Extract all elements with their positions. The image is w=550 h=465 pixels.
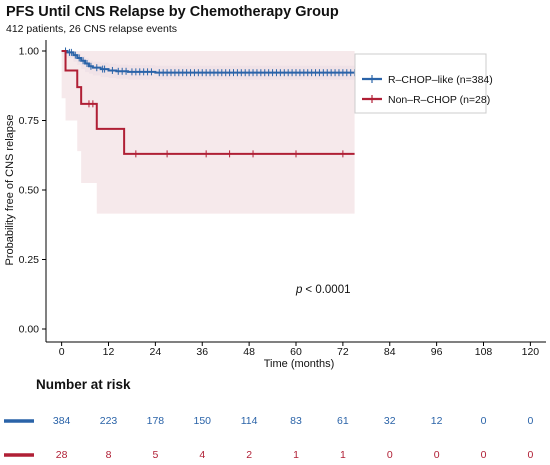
x-tick-label: 0 <box>59 346 65 358</box>
ci-band-1 <box>61 51 355 214</box>
x-tick-label: 72 <box>337 346 349 358</box>
p-value-text: < 0.0001 <box>305 284 350 296</box>
x-tick-label: 60 <box>290 346 302 358</box>
x-tick-label: 96 <box>431 346 443 358</box>
plot-area: 0.00 0.25 0.50 0.75 1.00 0 12 24 36 48 60 72 84 96 108… <box>19 40 546 358</box>
risk-count: 5 <box>152 449 158 461</box>
risk-count: 178 <box>147 415 165 427</box>
risk-count: 223 <box>100 415 118 427</box>
risk-count: 1 <box>293 449 299 461</box>
y-tick-label: 0.25 <box>19 254 40 266</box>
y-tick-label: 0.75 <box>19 115 40 127</box>
risk-count: 61 <box>337 415 349 427</box>
chart-title: PFS Until CNS Relapse by Chemotherapy Gr… <box>6 4 339 20</box>
risk-count: 8 <box>106 449 112 461</box>
x-axis-label: Time (months) <box>264 358 335 370</box>
censor-marks-1 <box>88 100 344 158</box>
km-curve-1 <box>61 50 355 155</box>
risk-count: 150 <box>193 415 211 427</box>
chart-subtitle: 412 patients, 26 CNS relapse events <box>6 23 177 35</box>
risk-count: 0 <box>481 415 487 427</box>
legend-label-non-r-chop: Non–R–CHOP (n=28) <box>388 94 490 106</box>
y-axis-label: Probability free of CNS relapse <box>4 114 16 265</box>
legend-box <box>354 53 487 114</box>
x-tick-label: 84 <box>384 346 396 358</box>
risk-count: 28 <box>56 449 68 461</box>
x-tick-label: 48 <box>243 346 255 358</box>
risk-count: 12 <box>431 415 443 427</box>
censor-marks-0 <box>65 47 356 77</box>
x-tick-label: 36 <box>196 346 208 358</box>
legend: R–CHOP–like (n=384) Non–R–CHOP (n=28) <box>354 53 493 114</box>
risk-table-title: Number at risk <box>36 377 131 392</box>
risk-count: 1 <box>340 449 346 461</box>
legend-label-r-chop: R–CHOP–like (n=384) <box>388 74 493 86</box>
x-tick-label: 24 <box>150 346 162 358</box>
x-tick-label: 12 <box>103 346 115 358</box>
p-value-italic: p <box>295 284 303 296</box>
x-tick-label: 120 <box>522 346 540 358</box>
risk-count: 0 <box>527 415 533 427</box>
y-tick-label: 0.50 <box>19 185 40 197</box>
risk-count: 114 <box>241 415 258 427</box>
risk-count: 0 <box>527 449 533 461</box>
risk-count: 83 <box>290 415 302 427</box>
risk-count: 0 <box>434 449 440 461</box>
y-tick-label: 1.00 <box>19 46 40 58</box>
x-tick-label: 108 <box>475 346 493 358</box>
risk-count: 384 <box>53 415 71 427</box>
risk-count: 0 <box>481 449 487 461</box>
risk-count: 32 <box>384 415 396 427</box>
y-tick-label: 0.00 <box>19 324 40 336</box>
risk-count: 4 <box>199 449 205 461</box>
risk-count: 2 <box>246 449 252 461</box>
risk-table: 384 223 178 150 114 83 61 32 12 0 0 28 8 5 4 2 1 1 0 0 0 0 <box>53 415 534 461</box>
risk-count: 0 <box>387 449 393 461</box>
p-value-annotation: p < 0.0001 <box>295 284 351 296</box>
